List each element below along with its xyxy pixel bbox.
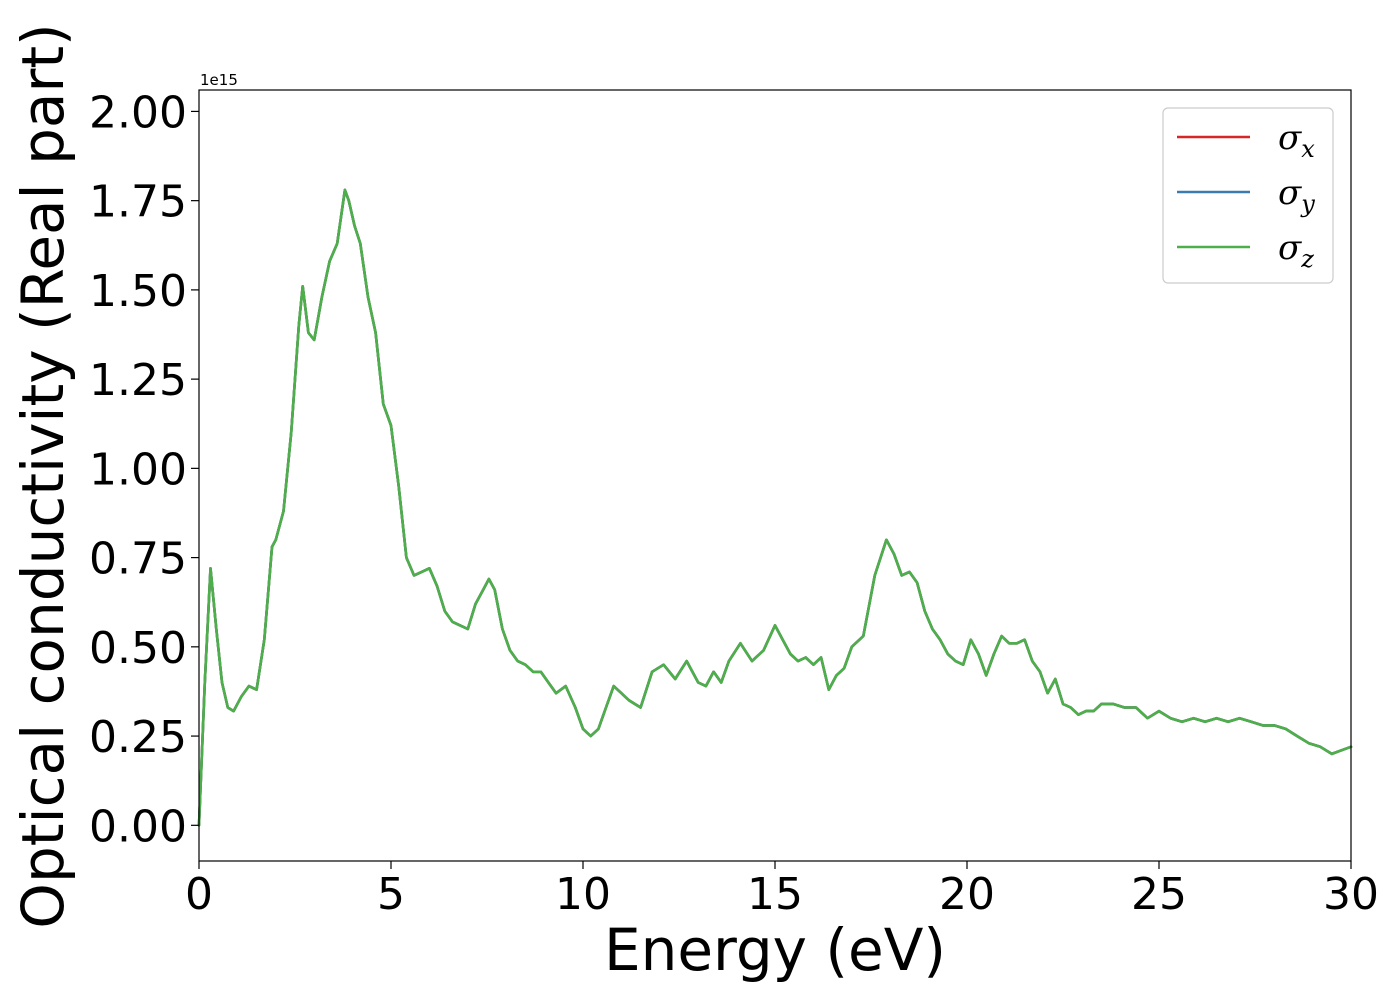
- y-tick-label: 0.25: [89, 712, 187, 763]
- legend-entry-y: σy: [1177, 173, 1315, 218]
- y-offset-label: 1e15: [200, 71, 238, 89]
- x-tick-label: 25: [1131, 869, 1187, 920]
- x-tick-label: 5: [377, 869, 405, 920]
- legend-label: σx: [1278, 118, 1315, 163]
- x-tick-label: 20: [939, 869, 995, 920]
- x-axis: 0 5 10 15 20 25 30: [185, 861, 1379, 920]
- y-tick-label: 0.75: [89, 534, 187, 585]
- y-tick-label: 0.00: [89, 801, 187, 852]
- y-tick-label: 0.50: [89, 623, 187, 674]
- x-tick-label: 30: [1323, 869, 1379, 920]
- y-tick-label: 1.25: [89, 355, 187, 406]
- x-tick-label: 15: [747, 869, 803, 920]
- series-line-z: [197, 188, 1353, 827]
- y-axis: 0.00 0.25 0.50 0.75 1.00 1.25 1.50 1.75 2.00: [89, 87, 199, 852]
- y-tick-label: 1.00: [89, 444, 187, 495]
- y-tick-label: 1.50: [89, 266, 187, 317]
- x-tick-label: 10: [555, 869, 611, 920]
- x-tick-label: 0: [185, 869, 213, 920]
- legend: σx σy σz: [1162, 107, 1334, 284]
- y-tick-label: 2.00: [89, 87, 187, 138]
- legend-box: [1162, 107, 1334, 284]
- x-axis-title: Energy (eV): [604, 916, 946, 984]
- y-axis-title: Optical conductivity (Real part): [9, 23, 77, 928]
- series-layer: [197, 188, 1353, 827]
- legend-entry-x: σx: [1177, 118, 1315, 163]
- y-tick-label: 1.75: [89, 177, 187, 228]
- legend-entry-z: σz: [1177, 228, 1314, 273]
- legend-label: σy: [1278, 173, 1315, 218]
- legend-label: σz: [1278, 228, 1314, 273]
